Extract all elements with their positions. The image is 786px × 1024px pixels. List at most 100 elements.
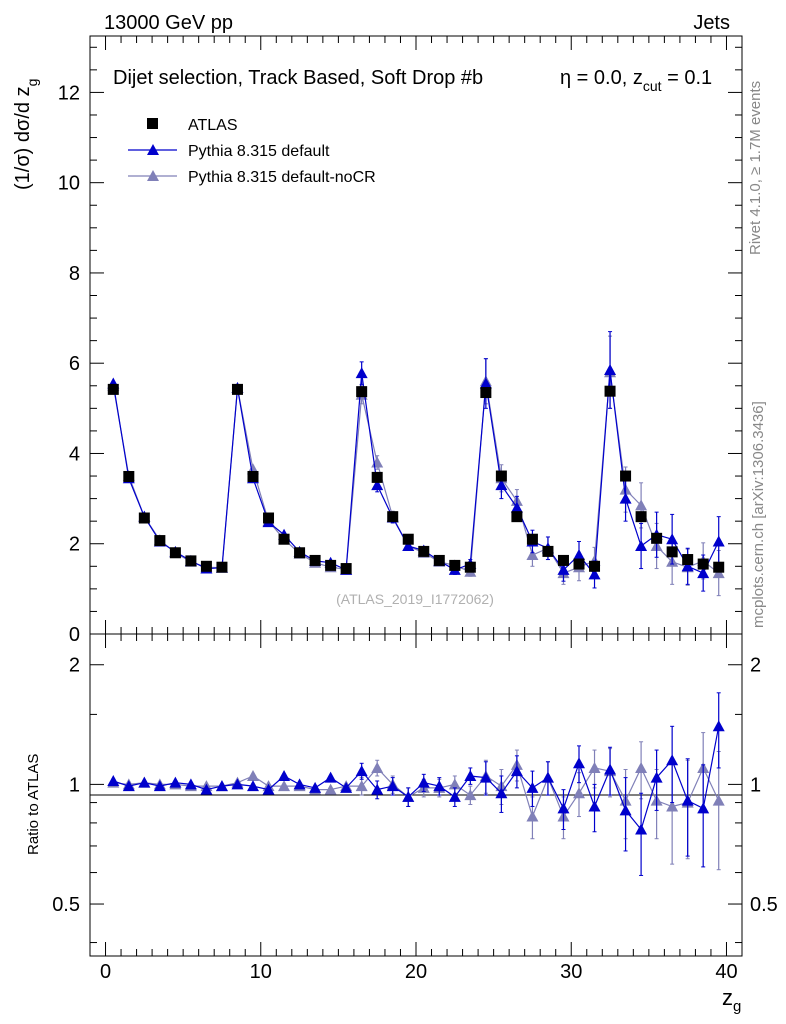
data-point: [573, 787, 585, 799]
main-ytick-label: 10: [58, 173, 80, 195]
data-point: [325, 559, 337, 571]
data-point: [340, 781, 353, 793]
data-point: [448, 790, 461, 802]
side-mcplots-label: mcplots.cern.ch [arXiv:1306.3436]: [750, 401, 767, 628]
data-point: [464, 561, 476, 573]
data-point: [526, 781, 539, 793]
data-point: [480, 387, 492, 399]
data-point: [402, 790, 415, 802]
data-point: [635, 823, 648, 835]
data-point: [153, 780, 166, 792]
ratio-ytick-label-right: 2: [750, 655, 761, 677]
data-point: [573, 757, 585, 769]
data-point: [604, 385, 616, 397]
title-cut-sub: cut: [643, 78, 662, 94]
title-cut-val: = 0.1: [662, 67, 713, 89]
data-point: [526, 533, 538, 545]
data-point: [635, 539, 648, 551]
data-point: [588, 761, 601, 773]
data-point: [371, 479, 384, 491]
ylabel-main-sub: g: [24, 79, 40, 87]
data-point: [635, 761, 648, 773]
ratio-ytick-label-right: 0.5: [750, 894, 778, 916]
legend-atlas-marker: [147, 118, 158, 129]
data-point: [635, 511, 647, 523]
data-point: [278, 769, 291, 781]
main-ytick-label: 12: [58, 82, 80, 104]
data-point: [340, 563, 352, 575]
data-point: [355, 780, 368, 792]
data-point: [620, 470, 632, 482]
data-point: [526, 549, 539, 561]
main-ytick-label: 8: [69, 263, 80, 285]
data-point: [681, 794, 694, 806]
data-point: [433, 554, 445, 566]
xlabel-text: z: [722, 985, 733, 1010]
data-point: [433, 780, 446, 792]
data-point: [479, 771, 492, 783]
data-point: [619, 492, 632, 504]
ylabel-main-text: (1/σ) dσ/d z: [12, 86, 34, 190]
data-point: [448, 778, 461, 790]
data-point: [200, 783, 213, 795]
data-point: [449, 559, 461, 571]
data-point: [138, 512, 150, 524]
data-point: [589, 560, 601, 572]
xtick-label: 20: [405, 961, 427, 983]
data-point: [263, 512, 275, 524]
plot-title: Dijet selection, Track Based, Soft Drop …: [113, 67, 483, 89]
data-point: [588, 568, 601, 580]
series-pythia-8-315-default: [107, 331, 725, 592]
data-point: [495, 479, 508, 491]
data-point: [651, 532, 663, 544]
data-point: [309, 781, 322, 793]
data-point: [107, 383, 119, 395]
data-point: [697, 567, 710, 579]
side-rivet-label: Rivet 4.1.0, ≥ 1.7M events: [747, 81, 764, 255]
data-point: [510, 765, 523, 777]
data-point: [386, 780, 399, 792]
xtick-label: 0: [100, 961, 111, 983]
legend-atlas-label: ATLAS: [188, 117, 238, 134]
main-ytick-label: 6: [69, 353, 80, 375]
data-point: [247, 470, 259, 482]
main-axes: 0 2 4 6 8 10 12: [58, 46, 742, 646]
data-point: [495, 787, 508, 799]
xlabel-sub: g: [733, 998, 741, 1015]
data-point: [324, 783, 337, 795]
data-point: [666, 754, 679, 766]
data-point: [216, 561, 228, 573]
xtick-label: 40: [715, 961, 737, 983]
data-point: [682, 554, 694, 566]
data-point: [247, 769, 259, 781]
xtick-label: 30: [560, 961, 582, 983]
plot-title-eta: η = 0.0, zcut = 0.1: [560, 67, 712, 94]
data-point: [387, 511, 399, 523]
data-point: [355, 765, 368, 777]
data-point: [650, 771, 663, 783]
data-point: [713, 561, 725, 573]
data-point: [666, 800, 679, 812]
legend-nocr-marker: [147, 170, 159, 181]
data-point: [355, 367, 368, 379]
data-point: [356, 386, 368, 398]
data-point: [293, 778, 306, 790]
data-point: [511, 511, 523, 523]
data-point: [247, 780, 259, 792]
data-point: [542, 545, 554, 557]
data-point: [294, 547, 306, 559]
data-point: [541, 771, 554, 783]
data-point: [479, 377, 492, 389]
data-point: [712, 720, 725, 732]
data-point: [107, 774, 120, 786]
data-point: [510, 501, 523, 513]
legend: ATLAS Pythia 8.315 default Pythia 8.315 …: [128, 117, 376, 186]
data-point: [169, 776, 182, 788]
ylabel-main: (1/σ) dσ/d zg: [12, 79, 40, 190]
data-point: [278, 533, 290, 545]
analysis-watermark: (ATLAS_2019_I1772062): [336, 591, 494, 607]
data-point: [712, 794, 725, 806]
title-eta: η = 0.0, z: [560, 67, 643, 89]
data-point: [573, 558, 585, 570]
